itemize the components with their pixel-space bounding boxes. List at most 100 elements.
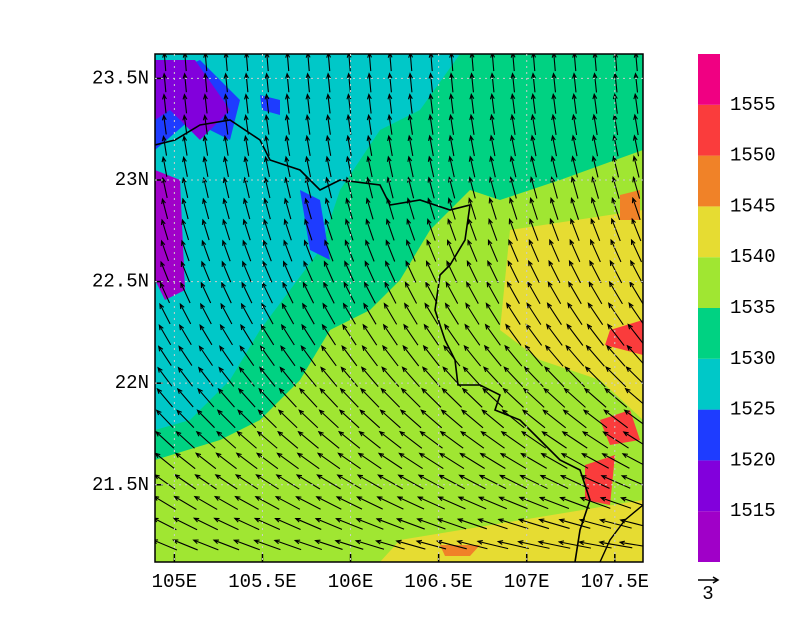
wind-arrow <box>324 197 333 220</box>
wind-arrow <box>360 366 379 387</box>
wind-arrow <box>505 323 522 346</box>
wind-arrow <box>395 539 426 550</box>
field-blue-2 <box>300 190 330 260</box>
wind-arrow <box>335 496 363 510</box>
wind-arrow <box>559 496 590 509</box>
wind-arrow <box>299 366 317 387</box>
wind-arrow <box>404 302 418 325</box>
colorbar-label: 1555 <box>730 94 776 116</box>
wind-arrow <box>489 155 496 178</box>
wind-arrow <box>155 517 177 531</box>
wind-arrow <box>633 54 639 72</box>
colorbar-label: 1550 <box>730 145 776 167</box>
wind-arrow <box>274 517 301 530</box>
wind-arrow <box>181 197 189 220</box>
wind-arrow <box>545 323 563 346</box>
wind-arrow <box>598 518 632 529</box>
x-tick-label: 106.5E <box>404 571 472 593</box>
wind-arrow <box>560 452 589 469</box>
wind-arrow <box>177 366 193 387</box>
wind-arrow <box>438 452 465 470</box>
wind-arrow <box>322 302 336 325</box>
wind-arrow <box>203 54 209 72</box>
wind-arrow <box>256 430 278 449</box>
wind-arrow <box>466 281 479 304</box>
wind-arrow <box>611 176 620 199</box>
wind-arrow <box>469 134 475 157</box>
wind-arrow <box>489 134 496 157</box>
wind-arrow <box>402 344 420 367</box>
wind-arrow <box>342 323 357 346</box>
y-tick-label: 23N <box>115 169 149 191</box>
wind-arrow <box>520 431 547 449</box>
wind-arrow <box>243 134 250 156</box>
wind-arrow <box>180 260 191 283</box>
wind-arrow <box>305 72 311 93</box>
wind-arrow <box>551 92 557 114</box>
wind-arrow <box>182 114 188 135</box>
wind-arrow <box>568 280 582 305</box>
wind-arrow <box>416 496 445 510</box>
wind-arrow <box>501 409 525 429</box>
wind-arrow <box>192 517 219 531</box>
wind-arrow <box>303 260 314 283</box>
wind-arrow <box>366 176 374 199</box>
wind-arrow <box>447 218 457 241</box>
wind-arrow <box>282 281 294 304</box>
wind-arrow <box>222 176 230 199</box>
wind-arrow <box>571 155 578 178</box>
wind-arrow <box>428 72 434 93</box>
reference-label: 3 <box>702 583 713 605</box>
wind-arrow <box>222 197 230 220</box>
wind-arrow <box>359 409 381 429</box>
wind-arrow <box>562 409 587 429</box>
colorbar-box <box>698 409 720 461</box>
wind-arrow <box>528 259 540 284</box>
wind-arrow <box>571 92 577 114</box>
wind-arrow <box>479 452 506 469</box>
wind-arrow <box>182 72 188 93</box>
wind-arrow <box>482 387 504 408</box>
wind-arrow <box>220 302 233 325</box>
wind-arrow <box>530 113 537 135</box>
wind-arrow <box>630 259 643 284</box>
wind-arrow <box>459 452 485 469</box>
colorbar-box <box>698 155 720 207</box>
wind-arrow <box>624 387 643 405</box>
wind-arrow <box>633 72 639 93</box>
colorbar-label: 1530 <box>730 348 776 370</box>
wind-arrow <box>242 239 252 262</box>
wind-arrow <box>255 452 279 470</box>
wind-arrow <box>255 474 279 490</box>
wind-arrow <box>314 518 343 530</box>
wind-arrow <box>380 387 401 408</box>
wind-arrow <box>178 324 192 346</box>
wind-arrow <box>213 495 239 510</box>
wind-arrow <box>200 302 212 325</box>
wind-arrow <box>399 430 423 449</box>
wind-arrow <box>387 93 393 114</box>
wind-arrow <box>342 302 356 325</box>
wind-arrow <box>366 155 373 178</box>
wind-arrow <box>584 366 606 388</box>
wind-arrow <box>280 323 295 346</box>
wind-arrow <box>570 217 580 242</box>
wind-arrow <box>303 239 313 262</box>
wind-arrow <box>262 260 273 283</box>
wind-arrow <box>406 239 416 262</box>
wind-arrow <box>202 155 209 177</box>
wind-arrow <box>202 134 209 156</box>
wind-arrow <box>264 93 270 114</box>
wind-arrow <box>263 197 271 220</box>
wind-arrow <box>461 387 483 408</box>
wind-arrow <box>623 409 643 425</box>
wind-arrow <box>468 155 476 178</box>
wind-arrow <box>375 518 405 530</box>
field-cyan <box>155 54 460 430</box>
colorbar-box <box>698 104 720 156</box>
wind-arrow <box>428 93 434 114</box>
wind-arrow <box>500 431 526 449</box>
wind-arrow <box>174 452 196 470</box>
wind-arrow <box>253 517 281 531</box>
wind-arrow <box>218 366 235 387</box>
